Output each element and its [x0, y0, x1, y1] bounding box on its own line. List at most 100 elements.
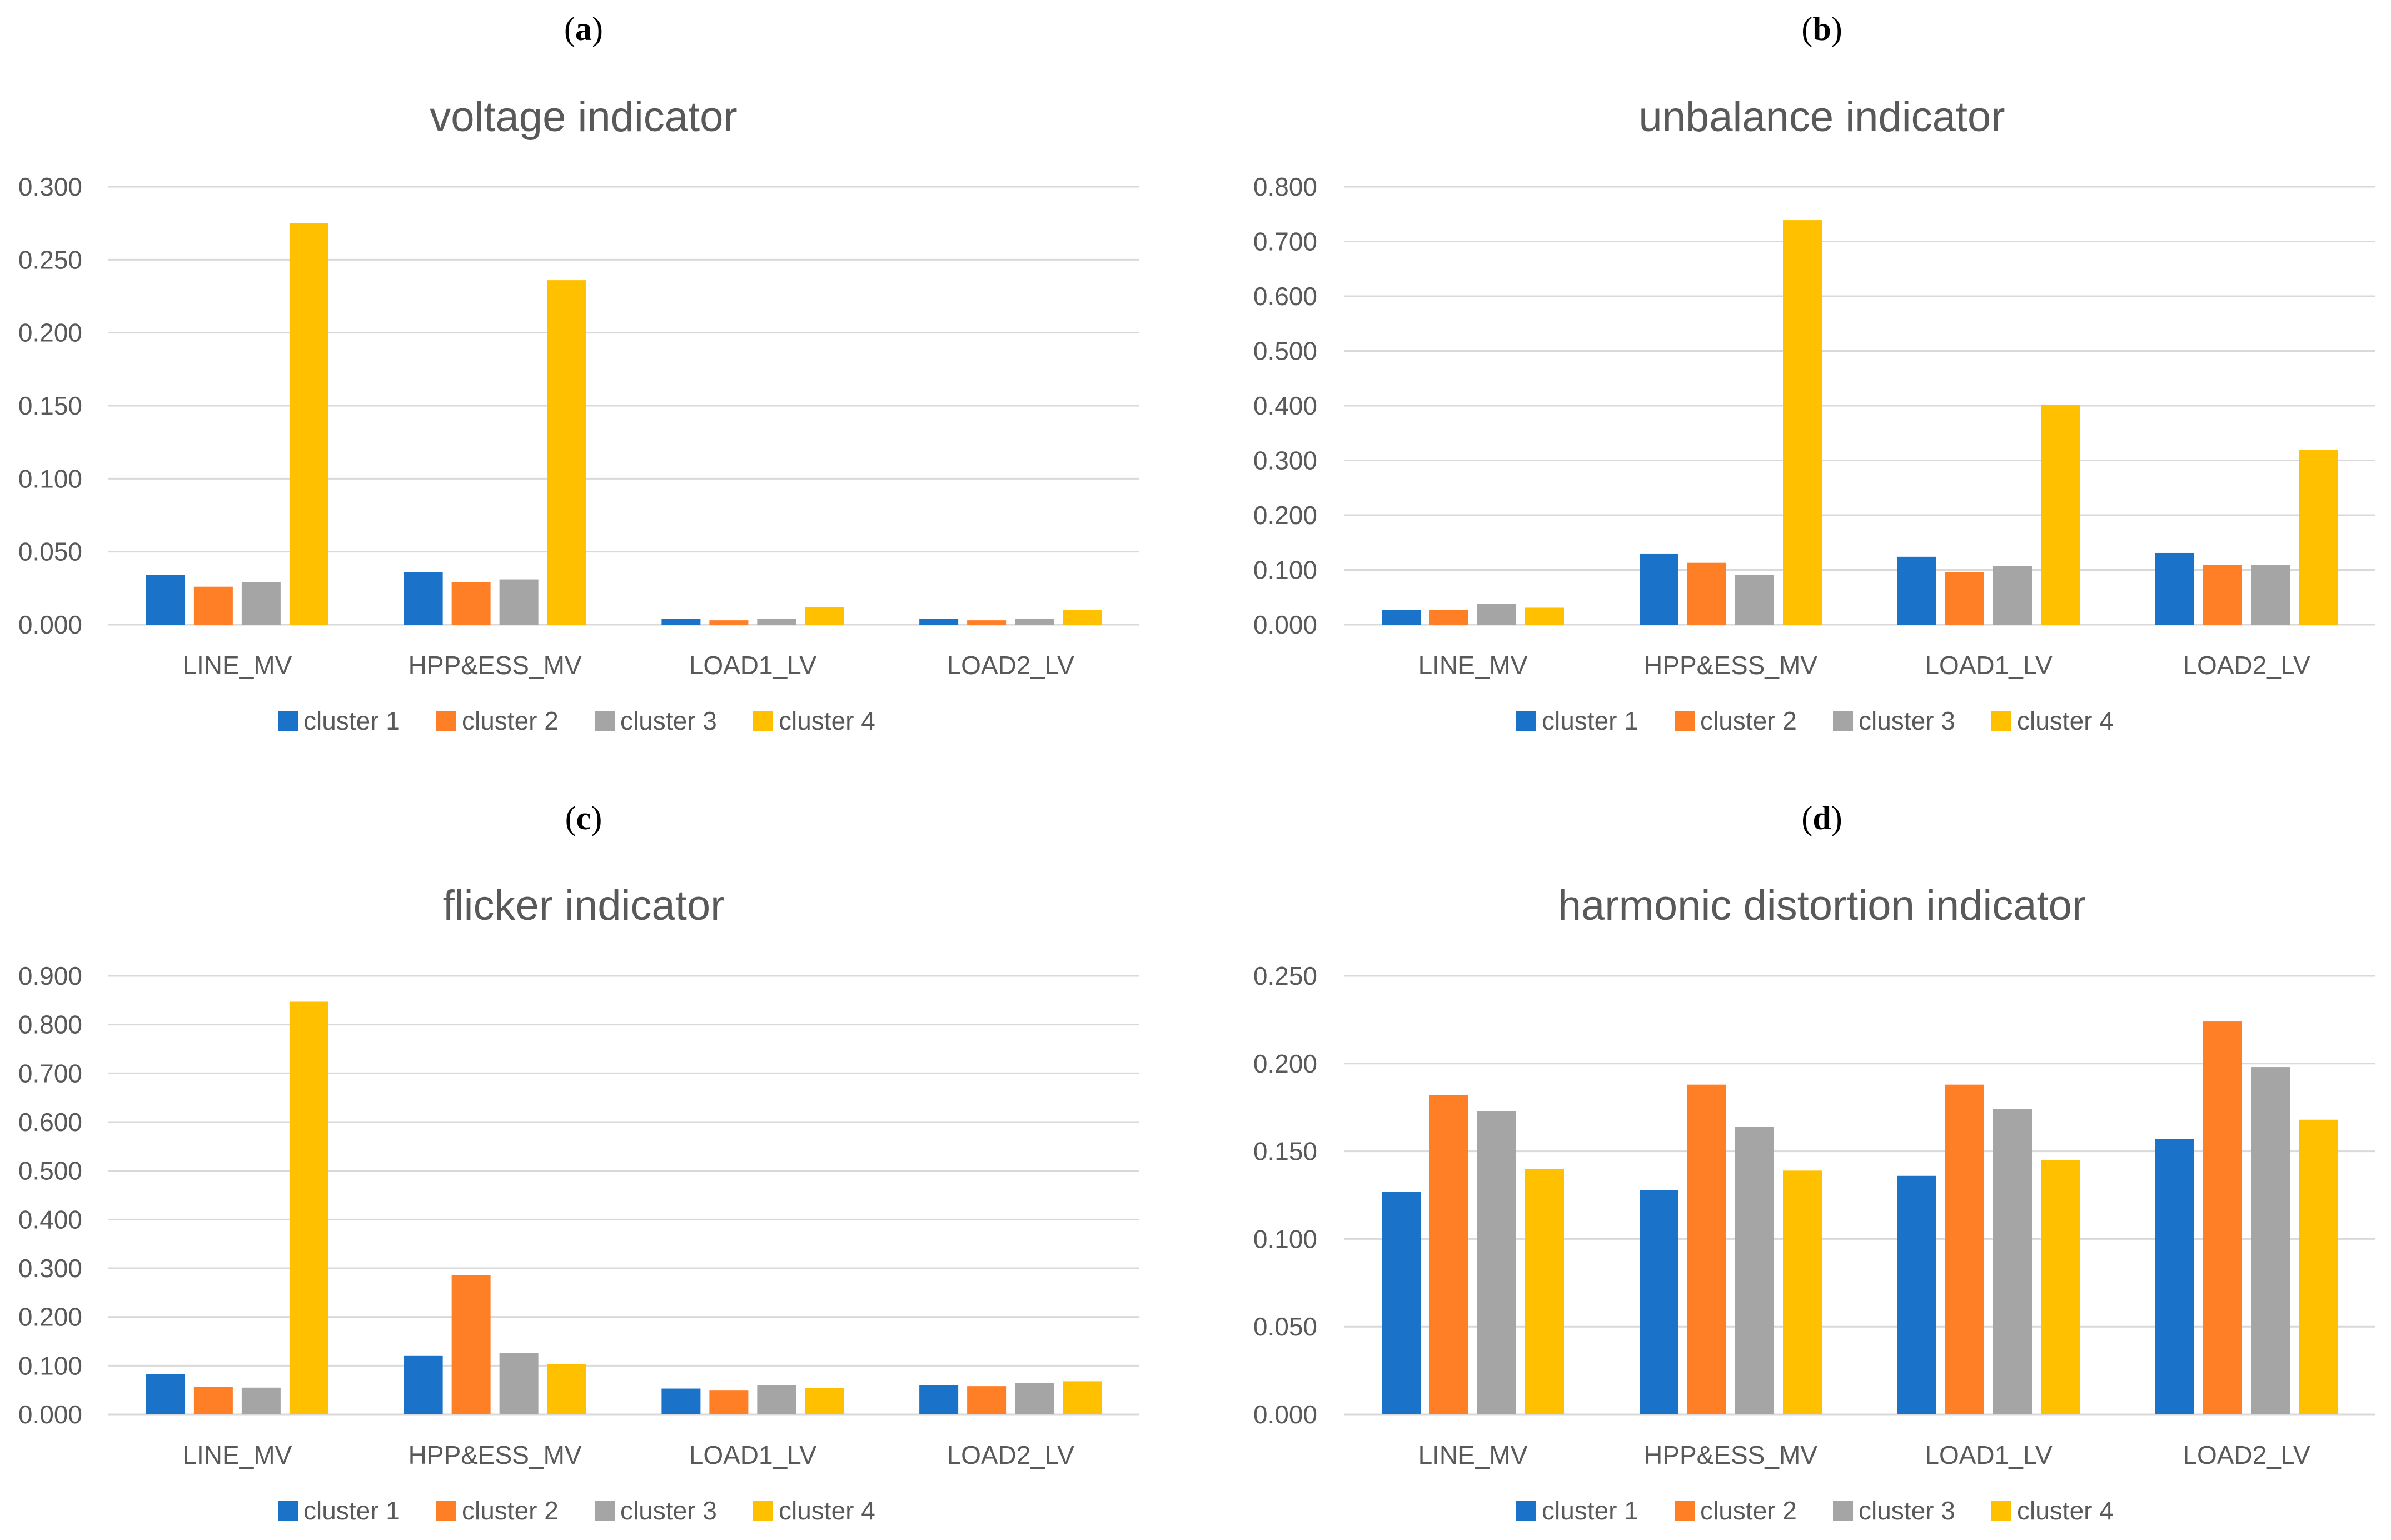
- chart-c: (c) flicker indicator 0.000 0.100 0.200 0.300…: [18, 800, 1139, 1525]
- x-category-label: LINE_MV: [182, 1441, 292, 1469]
- legend-label: cluster 4: [2017, 706, 2114, 735]
- y-tick-label: 0.150: [1253, 1137, 1317, 1166]
- legend-label: cluster 2: [462, 1496, 559, 1525]
- bar-cluster-1-LOAD2_LV: [2155, 552, 2194, 625]
- bar-cluster-3-HPP&ESS_MV: [1735, 575, 1774, 625]
- y-tick-label: 0.700: [1253, 227, 1317, 256]
- chart-d: (d) harmonic distortion indicator 0.000 0.0…: [1253, 800, 2375, 1525]
- bar-cluster-3-LINE_MV: [1477, 604, 1516, 625]
- bar-cluster-3-LOAD2_LV: [1015, 619, 1054, 625]
- bar-cluster-3-LOAD2_LV: [2251, 1067, 2290, 1414]
- chart-b: (b) unbalance indicator 0.000 0.100 0.200 0.3…: [1253, 11, 2375, 735]
- legend-swatch: [1516, 1501, 1536, 1521]
- x-category-label: LOAD2_LV: [2183, 1441, 2310, 1469]
- legend-label: cluster 3: [620, 1496, 717, 1525]
- bar-cluster-4-LOAD2_LV: [2299, 450, 2338, 625]
- chart-title: unbalance indicator: [1638, 93, 2005, 141]
- bar-cluster-1-LOAD1_LV: [661, 1388, 701, 1414]
- legend-swatch: [436, 711, 456, 731]
- x-category-label: LINE_MV: [1418, 651, 1528, 680]
- panel-label-c: (c): [565, 800, 602, 836]
- y-tick-label: 0.600: [18, 1108, 82, 1137]
- legend-label: cluster 4: [2017, 1496, 2114, 1525]
- panel-label-a: (a): [564, 11, 603, 47]
- chart-title: flicker indicator: [443, 882, 725, 929]
- bar-cluster-4-HPP&ESS_MV: [547, 1364, 586, 1414]
- x-category-label: LINE_MV: [1418, 1441, 1528, 1469]
- bar-cluster-3-HPP&ESS_MV: [499, 579, 539, 625]
- legend-label: cluster 3: [620, 706, 717, 735]
- y-tick-label: 0.000: [1253, 610, 1317, 639]
- y-tick-label: 0.300: [18, 172, 82, 201]
- legend-swatch: [595, 1501, 615, 1521]
- bar-cluster-4-LOAD1_LV: [805, 607, 844, 625]
- x-category-label: LOAD2_LV: [947, 651, 1074, 680]
- bar-cluster-3-LOAD1_LV: [757, 1385, 796, 1414]
- bar-cluster-4-HPP&ESS_MV: [1783, 1170, 1822, 1414]
- bar-cluster-3-LOAD2_LV: [2251, 565, 2290, 625]
- legend-swatch: [436, 1501, 456, 1521]
- legend-swatch: [278, 711, 298, 731]
- bar-cluster-4-LINE_MV: [1525, 607, 1564, 625]
- legend-swatch: [1833, 1501, 1853, 1521]
- x-category-label: LOAD2_LV: [2183, 651, 2310, 680]
- y-tick-label: 0.200: [1253, 501, 1317, 530]
- bar-cluster-3-LINE_MV: [1477, 1111, 1516, 1414]
- x-category-label: LINE_MV: [182, 651, 292, 680]
- y-tick-label: 0.200: [1253, 1049, 1317, 1078]
- legend-label: cluster 3: [1859, 706, 1955, 735]
- legend-swatch: [278, 1501, 298, 1521]
- x-category-label: LOAD1_LV: [1925, 1441, 2053, 1469]
- y-tick-label: 0.700: [18, 1059, 82, 1088]
- bar-cluster-4-HPP&ESS_MV: [1783, 220, 1822, 625]
- bar-cluster-1-HPP&ESS_MV: [404, 572, 443, 625]
- bar-cluster-1-LINE_MV: [1382, 610, 1421, 625]
- bar-cluster-2-LOAD2_LV: [2203, 565, 2242, 625]
- x-category-label: HPP&ESS_MV: [409, 651, 582, 680]
- bar-cluster-3-HPP&ESS_MV: [499, 1353, 539, 1414]
- bar-cluster-2-HPP&ESS_MV: [1687, 1084, 1726, 1414]
- y-tick-label: 0.000: [1253, 1400, 1317, 1429]
- y-tick-label: 0.150: [18, 391, 82, 420]
- y-tick-label: 0.300: [1253, 446, 1317, 475]
- bar-cluster-1-HPP&ESS_MV: [1640, 1190, 1678, 1414]
- y-tick-label: 0.200: [18, 1303, 82, 1332]
- legend-label: cluster 1: [303, 1496, 400, 1525]
- legend-swatch: [1991, 1501, 2011, 1521]
- y-tick-label: 0.800: [18, 1010, 82, 1039]
- x-category-label: LOAD1_LV: [689, 651, 817, 680]
- y-tick-label: 0.000: [18, 610, 82, 639]
- y-tick-label: 0.100: [1253, 1224, 1317, 1253]
- bar-cluster-2-HPP&ESS_MV: [451, 1275, 491, 1414]
- y-tick-label: 0.250: [1253, 961, 1317, 990]
- legend-label: cluster 4: [779, 1496, 875, 1525]
- legend-label: cluster 1: [303, 706, 400, 735]
- bar-cluster-3-LOAD1_LV: [1993, 566, 2032, 625]
- bar-cluster-1-LINE_MV: [146, 575, 185, 625]
- bar-cluster-2-LOAD1_LV: [709, 620, 749, 625]
- bar-cluster-1-LOAD1_LV: [661, 619, 701, 625]
- bar-cluster-4-LINE_MV: [289, 1001, 328, 1414]
- panel-label-b: (b): [1801, 11, 1842, 47]
- y-tick-label: 0.200: [18, 318, 82, 347]
- bar-cluster-3-LOAD1_LV: [1993, 1109, 2032, 1414]
- bar-cluster-4-LOAD1_LV: [805, 1388, 844, 1414]
- bar-cluster-1-HPP&ESS_MV: [1640, 553, 1678, 625]
- x-category-label: LOAD1_LV: [689, 1441, 817, 1469]
- bar-cluster-1-LOAD2_LV: [919, 619, 959, 625]
- bar-cluster-3-LINE_MV: [241, 582, 281, 625]
- bar-cluster-2-LINE_MV: [193, 586, 233, 625]
- bar-cluster-2-LINE_MV: [1429, 1095, 1468, 1414]
- legend-label: cluster 2: [1700, 706, 1797, 735]
- legend-label: cluster 2: [462, 706, 559, 735]
- y-tick-label: 0.900: [18, 961, 82, 990]
- bar-cluster-2-LOAD1_LV: [1945, 1084, 1984, 1414]
- y-tick-label: 0.100: [18, 464, 82, 493]
- bar-cluster-1-HPP&ESS_MV: [404, 1355, 443, 1414]
- y-tick-label: 0.000: [18, 1400, 82, 1429]
- bar-cluster-1-LINE_MV: [1382, 1192, 1421, 1414]
- legend-label: cluster 1: [1542, 706, 1638, 735]
- legend-label: cluster 3: [1859, 1496, 1955, 1525]
- bar-cluster-4-HPP&ESS_MV: [547, 280, 586, 625]
- x-category-label: HPP&ESS_MV: [1644, 651, 1817, 680]
